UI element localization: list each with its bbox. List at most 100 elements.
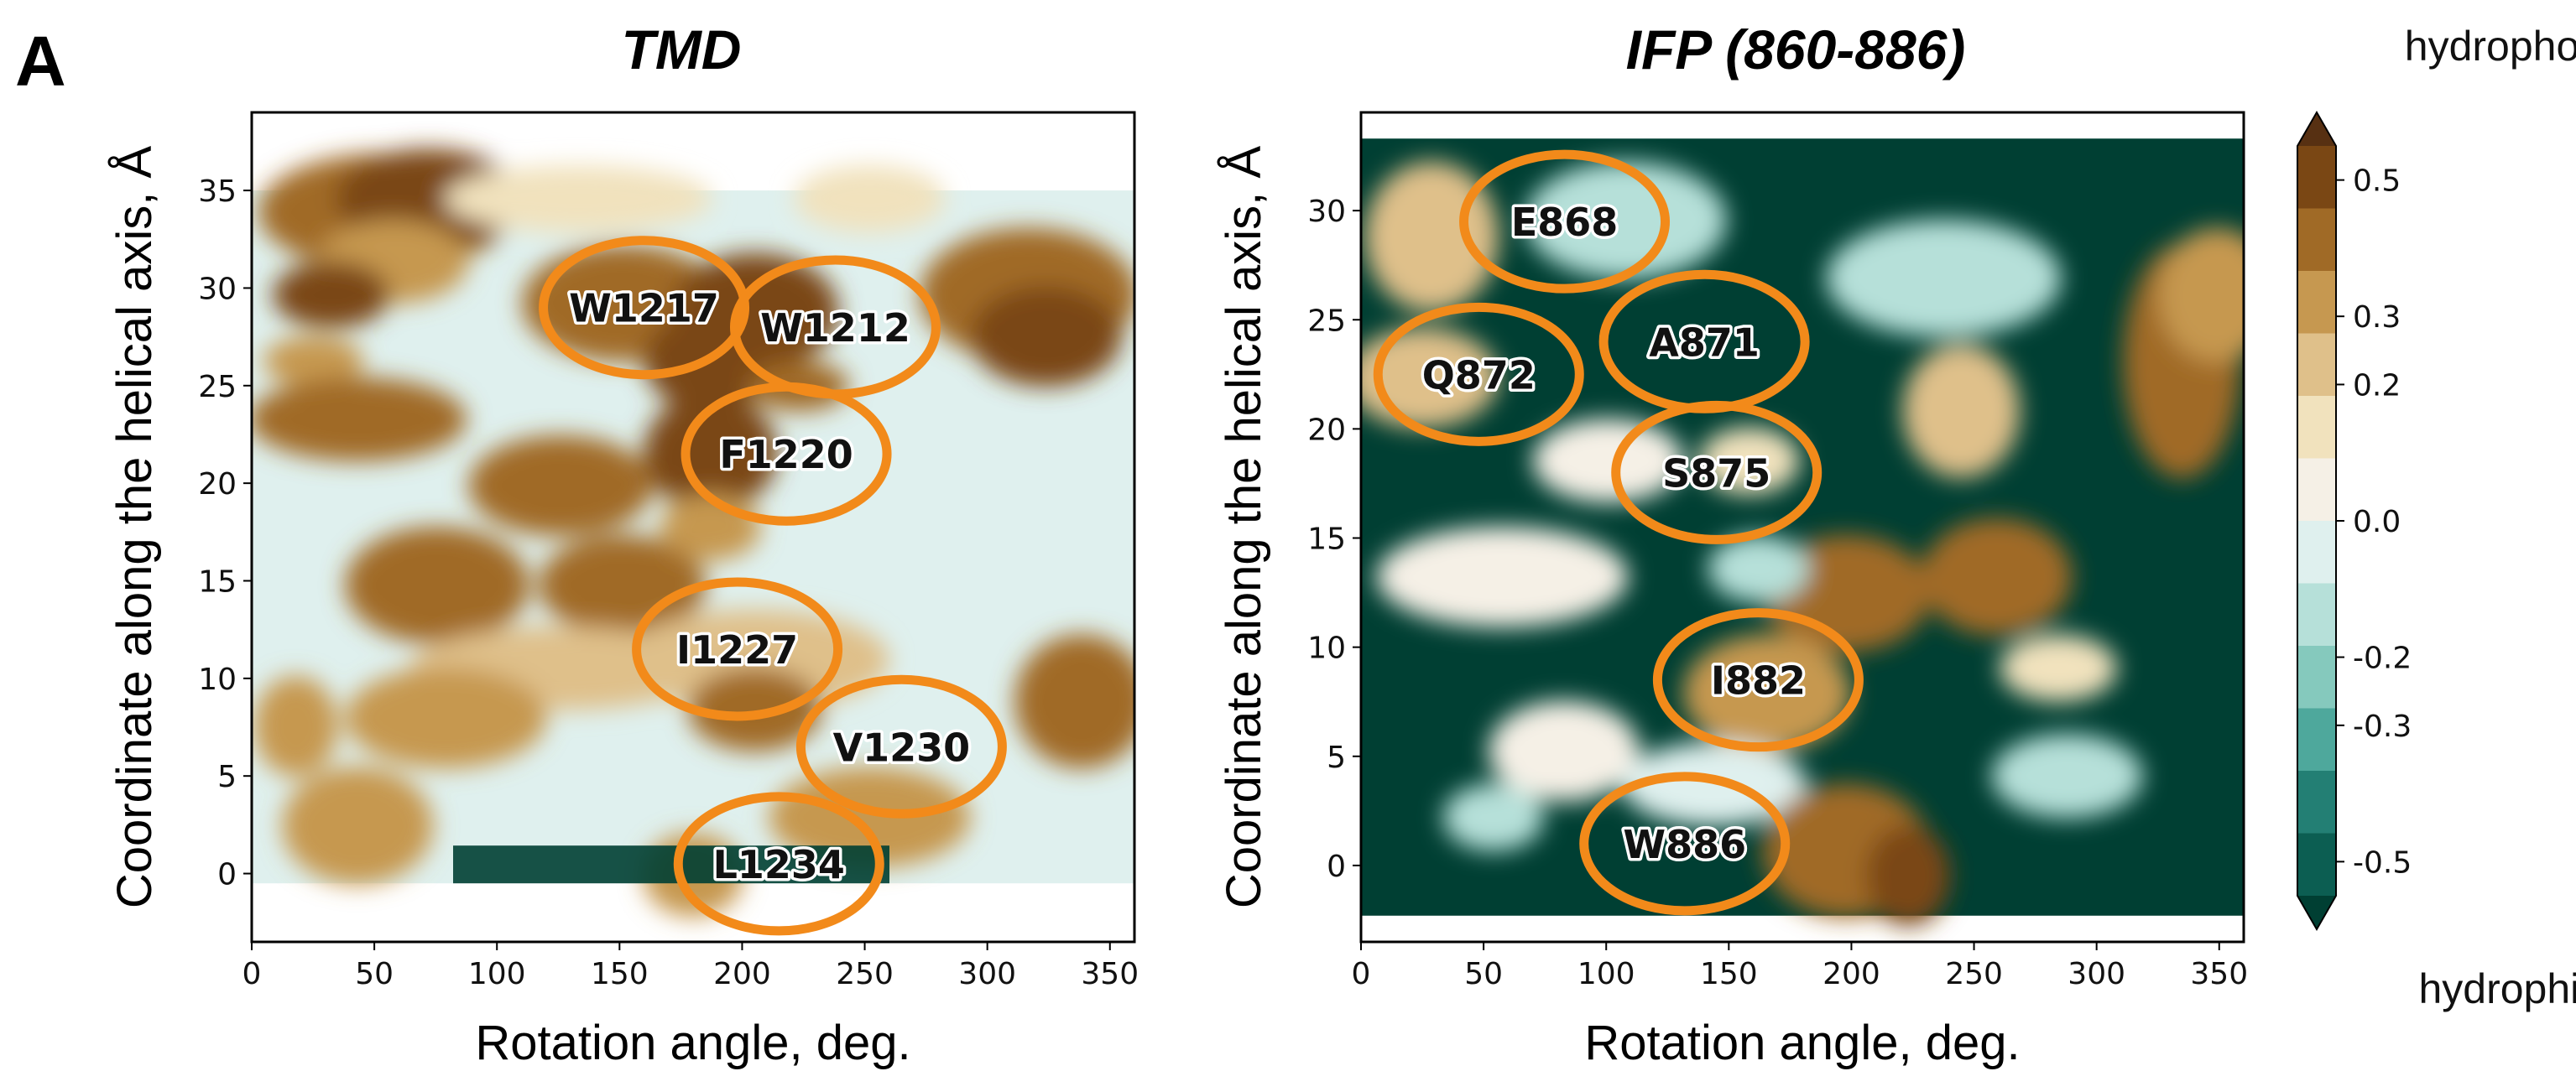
x-tick-label: 100 — [1577, 957, 1635, 991]
colorbar-ticks: 0.5 0.3 0.2 0.0 -0.2 -0.3 -0.5 — [2336, 164, 2412, 880]
x-tick-label: 200 — [1822, 957, 1880, 991]
colorbar-level — [2297, 583, 2336, 647]
colorbar-tick-label: -0.2 — [2353, 642, 2412, 676]
colorbar-level — [2297, 458, 2336, 522]
y-tick-label: 5 — [1327, 741, 1346, 775]
heatmap-regions — [252, 148, 1134, 918]
annotation-f1220: F1220 — [681, 382, 892, 526]
heatmap-region — [252, 377, 467, 461]
x-tick-label: 150 — [591, 957, 649, 991]
heatmap-region — [687, 668, 822, 752]
annotation-q872: Q872 — [1373, 302, 1584, 446]
y-tick-label: 30 — [1307, 195, 1346, 229]
annotation-w1217: W1217 — [539, 236, 750, 380]
y-tick-label: 25 — [1307, 304, 1346, 338]
heatmap-regions — [1361, 161, 2244, 926]
colorbar-level — [2297, 333, 2336, 397]
x-tick-label: 300 — [2068, 957, 2125, 991]
ifp-heatmap — [1361, 138, 2244, 926]
heatmap-region — [794, 165, 946, 233]
annotation-ring — [681, 382, 892, 526]
annotation-label: L1234 — [713, 842, 845, 887]
annotation-ring — [1611, 400, 1822, 544]
annotation-label: A871 — [1649, 320, 1760, 365]
tmd-axis-ticks: 0 50 100 150 200 250 300 350 0 5 10 15 20 25 30 35 — [198, 174, 1139, 991]
heatmap-region — [1442, 783, 1544, 851]
heatmap-region — [1866, 824, 1951, 926]
annotation-w886: W886 — [1579, 772, 1791, 916]
heatmap-region — [1532, 419, 1684, 503]
annotation-label: I882 — [1711, 658, 1806, 704]
colorbar-level — [2297, 708, 2336, 772]
annotation-i882: I882 — [1652, 608, 1864, 752]
annotation-label: Q872 — [1422, 352, 1536, 398]
y-tick-label: 5 — [217, 760, 237, 794]
y-tick-label: 0 — [217, 858, 237, 892]
colorbar-tick-label: 0.5 — [2353, 164, 2401, 199]
heatmap-region — [1826, 219, 2062, 337]
x-tick-label: 0 — [242, 957, 262, 991]
heatmap-region — [970, 286, 1122, 387]
ifp-y-axis-label: Coordinate along the helical axis, Å — [1217, 146, 1271, 909]
x-tick-label: 50 — [355, 957, 394, 991]
ifp-title: IFP (860-886) — [1626, 18, 1966, 81]
annotation-label: S875 — [1662, 450, 1770, 496]
heatmap-region — [1682, 634, 1851, 752]
annotation-ring — [795, 674, 1007, 819]
heatmap-region — [769, 767, 971, 868]
heatmap-region — [1621, 742, 1807, 827]
heatmap-region — [1902, 344, 2021, 479]
annotation-ring — [632, 577, 843, 721]
x-tick-label: 100 — [468, 957, 526, 991]
heatmap-region — [444, 165, 713, 233]
annotation-a871: A871 — [1598, 269, 1810, 413]
ifp-annotations: E868 A871 Q872 S875 I882 W886 — [1373, 149, 1864, 916]
ifp-x-axis-label: Rotation angle, deg. — [1584, 1016, 2020, 1070]
annotation-label: V1230 — [833, 725, 971, 770]
annotation-e868: E868 — [1459, 149, 1671, 294]
colorbar-level — [2297, 146, 2336, 209]
colorbar-bottom-label: hydrophilic — [2418, 965, 2576, 1012]
panel-letter: A — [15, 22, 66, 101]
annotation-label: W886 — [1623, 822, 1746, 867]
annotation-ring — [1579, 772, 1791, 916]
heatmap-region — [344, 526, 529, 644]
ifp-axis-ticks: 0 50 100 150 200 250 300 350 0 5 10 15 20 25 30 — [1307, 195, 2248, 991]
annotation-label: I1227 — [676, 627, 798, 673]
y-tick-label: 25 — [198, 370, 237, 404]
heatmap-region — [263, 335, 364, 387]
heatmap-region — [453, 845, 889, 884]
y-tick-label: 10 — [198, 663, 237, 697]
heatmap-region — [1525, 161, 1727, 279]
heatmap-region — [1921, 517, 2073, 636]
colorbar-extend-bottom — [2297, 896, 2336, 929]
colorbar-tick-label: -0.5 — [2353, 845, 2412, 880]
colorbar-level — [2297, 521, 2336, 584]
colorbar-extend-top — [2297, 112, 2336, 146]
heatmap-region — [272, 261, 390, 329]
ifp-panel: IFP (860-886) 0 50 100 150 200 250 300 350 0 5 10 1… — [1217, 18, 2248, 1070]
y-tick-label: 10 — [1307, 632, 1346, 666]
x-tick-label: 50 — [1464, 957, 1503, 991]
colorbar-level — [2297, 833, 2336, 897]
annotation-l1234: L1234 — [673, 792, 884, 936]
y-tick-label: 20 — [1307, 413, 1346, 447]
heatmap-region — [538, 534, 707, 636]
heatmap-region — [2158, 227, 2244, 362]
heatmap-region — [644, 393, 779, 512]
y-tick-label: 30 — [198, 272, 237, 306]
tmd-heatmap — [252, 148, 1134, 918]
annotation-label: W1217 — [569, 286, 719, 331]
annotation-i1227: I1227 — [632, 577, 843, 721]
colorbar-top-label: hydrophobic — [2405, 23, 2576, 70]
heatmap-region — [1488, 700, 1640, 802]
colorbar-level — [2297, 396, 2336, 459]
colorbar: hydrophobic 0.5 0.3 0.2 0.0 -0.2 -0.3 -0.5 hyd… — [2297, 23, 2576, 1012]
x-tick-label: 250 — [836, 957, 894, 991]
heatmap-region — [1698, 427, 1800, 495]
heatmap-region — [345, 667, 547, 768]
colorbar-level — [2297, 271, 2336, 334]
annotation-v1230: V1230 — [795, 674, 1007, 819]
x-tick-label: 300 — [958, 957, 1016, 991]
